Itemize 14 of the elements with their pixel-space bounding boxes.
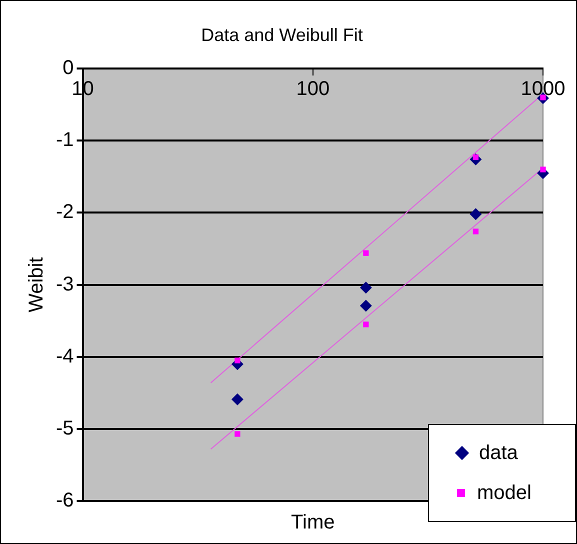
x-tick-label: 100 bbox=[296, 78, 330, 100]
legend-label: model bbox=[477, 482, 532, 504]
y-tick-label: -2 bbox=[56, 201, 74, 224]
y-tick-label: -4 bbox=[56, 345, 74, 368]
y-tick-label: -3 bbox=[56, 273, 74, 296]
chart-title: Data and Weibull Fit bbox=[201, 24, 363, 45]
y-tick-label: 0 bbox=[62, 57, 74, 80]
y-tick-label: -5 bbox=[56, 417, 74, 440]
x-tick-label: 1000 bbox=[520, 78, 566, 100]
legend-label: data bbox=[479, 442, 518, 464]
y-tick-label: -1 bbox=[56, 129, 74, 152]
x-axis-title: Time bbox=[291, 512, 335, 534]
y-tick-label: -6 bbox=[56, 490, 74, 512]
y-axis-title: Weibit bbox=[26, 256, 48, 312]
